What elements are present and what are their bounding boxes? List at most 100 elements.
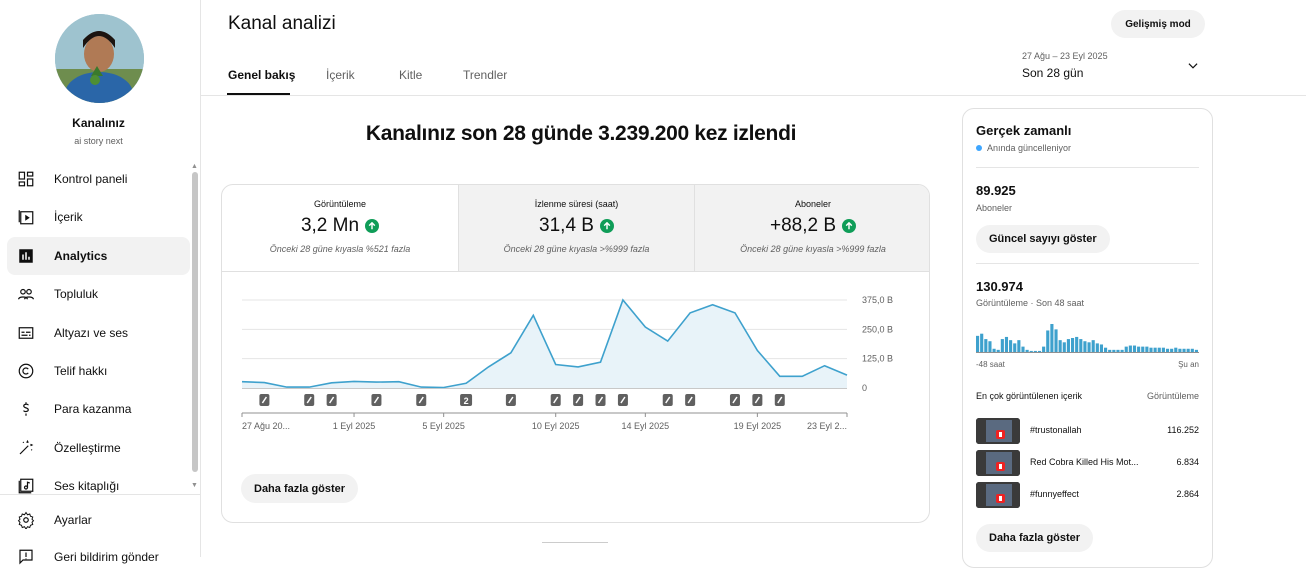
sidebar-item-audio-library[interactable]: Ses kitaplığı [7,467,190,505]
scroll-down-arrow-icon[interactable]: ▼ [191,482,198,489]
metric-watch-time[interactable]: İzlenme süresi (saat) 31,4 B Önceki 28 g… [458,185,694,272]
metric-label: İzlenme süresi (saat) [534,199,619,209]
realtime-bar [1025,349,1029,352]
realtime-bar [1046,330,1050,352]
video-marker-icon [304,394,315,406]
metric-value-row: 31,4 B [459,215,694,237]
top-content-row[interactable]: #funnyeffect 2.864 [976,482,1199,508]
date-range-selector[interactable]: Son 28 gün [1022,66,1084,80]
tab-overview[interactable]: Genel bakış [228,68,296,82]
realtime-bar [1054,329,1058,352]
sidebar-item-settings[interactable]: Ayarlar [7,501,190,539]
x-tick-label: 23 Eyl 2... [807,421,847,431]
sidebar-item-dashboard[interactable]: Kontrol paneli [7,160,190,198]
realtime-bar [1050,324,1054,352]
sidebar-item-label: Para kazanma [54,402,132,416]
scroll-up-arrow-icon[interactable]: ▲ [191,163,198,170]
realtime-bar [1091,340,1095,352]
channel-handle: ai story next [74,136,123,146]
realtime-bar [1157,347,1161,352]
divider [976,167,1199,168]
sidebar: Kanalınız ai story next Kontrol paneli İ… [0,0,201,565]
realtime-bar [1137,346,1141,352]
series-line [241,298,848,389]
video-title: #trustonallah [1030,425,1082,435]
video-title: #funnyeffect [1030,489,1079,499]
realtime-bar [1149,347,1153,352]
realtime-bar [1194,349,1198,352]
video-thumbnail [976,418,1020,444]
tab-content[interactable]: İçerik [326,68,355,82]
audio-library-icon [18,478,34,494]
realtime-bar [1186,348,1190,352]
realtime-show-more-button[interactable]: Daha fazla göster [976,524,1094,552]
sidebar-item-content[interactable]: İçerik [7,198,190,236]
video-marker-icon [752,394,763,406]
sidebar-item-customization[interactable]: Özelleştirme [7,429,190,467]
show-more-button[interactable]: Daha fazla göster [241,474,359,503]
gear-icon [17,511,35,529]
video-marker-icon [573,394,584,406]
realtime-bar [1099,344,1104,352]
x-tick-label: 1 Eyl 2025 [333,421,376,431]
realtime-bar [1132,345,1137,352]
x-tick-label: 27 Ağu 20... [242,421,290,431]
realtime-bar [1145,346,1149,352]
realtime-bar [1037,350,1042,352]
sidebar-item-subtitles[interactable]: Altyazı ve ses [7,314,190,352]
sidebar-item-community[interactable]: Topluluk [7,275,190,313]
views-chart[interactable]: 375,0 B 250,0 B 125,0 B 0 2 27 Ağu 20... 1 Eyl… [222,273,930,453]
y-tick-label: 125,0 B [862,354,893,364]
video-marker-icon [550,394,561,406]
realtime-views-label: Görüntüleme · Son 48 saat [976,298,1085,308]
top-content-row[interactable]: Red Cobra Killed His Mot... 6.834 [976,450,1199,476]
realtime-status: Anında güncelleniyor [976,143,1071,153]
metric-subscribers[interactable]: Aboneler +88,2 B Önceki 28 güne kıyasla … [694,185,929,272]
sidebar-scrollbar[interactable] [192,172,198,472]
analytics-icon [19,249,33,263]
metric-label: Görüntüleme [313,199,367,209]
advanced-mode-button[interactable]: Gelişmiş mod [1111,10,1205,38]
metric-value: +88,2 B [769,215,837,236]
realtime-views-count: 130.974 [976,279,1023,294]
video-marker-count-icon: 2 [460,394,473,406]
sidebar-item-analytics[interactable]: Analytics [7,237,190,275]
realtime-bar [1070,338,1075,352]
arrow-up-icon [365,219,380,233]
top-content-row[interactable]: #trustonallah 116.252 [976,418,1199,444]
realtime-bar-chart[interactable] [976,317,1199,353]
metric-comparison: Önceki 28 güne kıyasla >%999 fazla [740,244,886,254]
x-tick-label: 10 Eyl 2025 [532,421,580,431]
date-range-dates[interactable]: 27 Ağu – 23 Eyl 2025 [1022,51,1108,61]
sidebar-item-label: Topluluk [54,287,99,301]
show-current-count-button[interactable]: Güncel sayıyı göster [976,225,1110,253]
sidebar-item-copyright[interactable]: Telif hakkı [7,352,190,390]
tab-audience[interactable]: Kitle [399,68,423,82]
video-thumbnail [976,450,1020,476]
marker-count-label: 2 [464,396,469,406]
realtime-bar [1161,347,1165,352]
realtime-bar [1004,336,1009,352]
community-icon [17,288,35,300]
arrow-up-icon [599,219,614,233]
realtime-bar [1182,348,1186,352]
chevron-down-icon[interactable] [1186,59,1200,73]
channel-avatar[interactable] [55,14,144,103]
realtime-bar [1017,340,1021,352]
realtime-bar [988,341,992,352]
tab-trends[interactable]: Trendler [463,68,508,82]
video-marker-icon [505,394,516,406]
sidebar-item-feedback[interactable]: Geri bildirim gönder [7,538,190,576]
feedback-icon [19,549,33,565]
metric-views[interactable]: Görüntüleme 3,2 Mn Önceki 28 güne kıyasl… [222,185,458,272]
metric-label: Aboneler [794,199,832,209]
y-tick-label: 250,0 B [862,324,893,334]
realtime-bar [1165,348,1170,352]
sidebar-item-monetization[interactable]: Para kazanma [7,390,190,428]
realtime-bar [1124,346,1128,352]
series-area [242,300,847,388]
page-title: Kanal analizi [228,13,336,34]
sidebar-item-label: Geri bildirim gönder [54,550,159,564]
top-content-label: En çok görüntülenen içerik [976,391,1083,401]
x-tick-label: 14 Eyl 2025 [622,421,670,431]
